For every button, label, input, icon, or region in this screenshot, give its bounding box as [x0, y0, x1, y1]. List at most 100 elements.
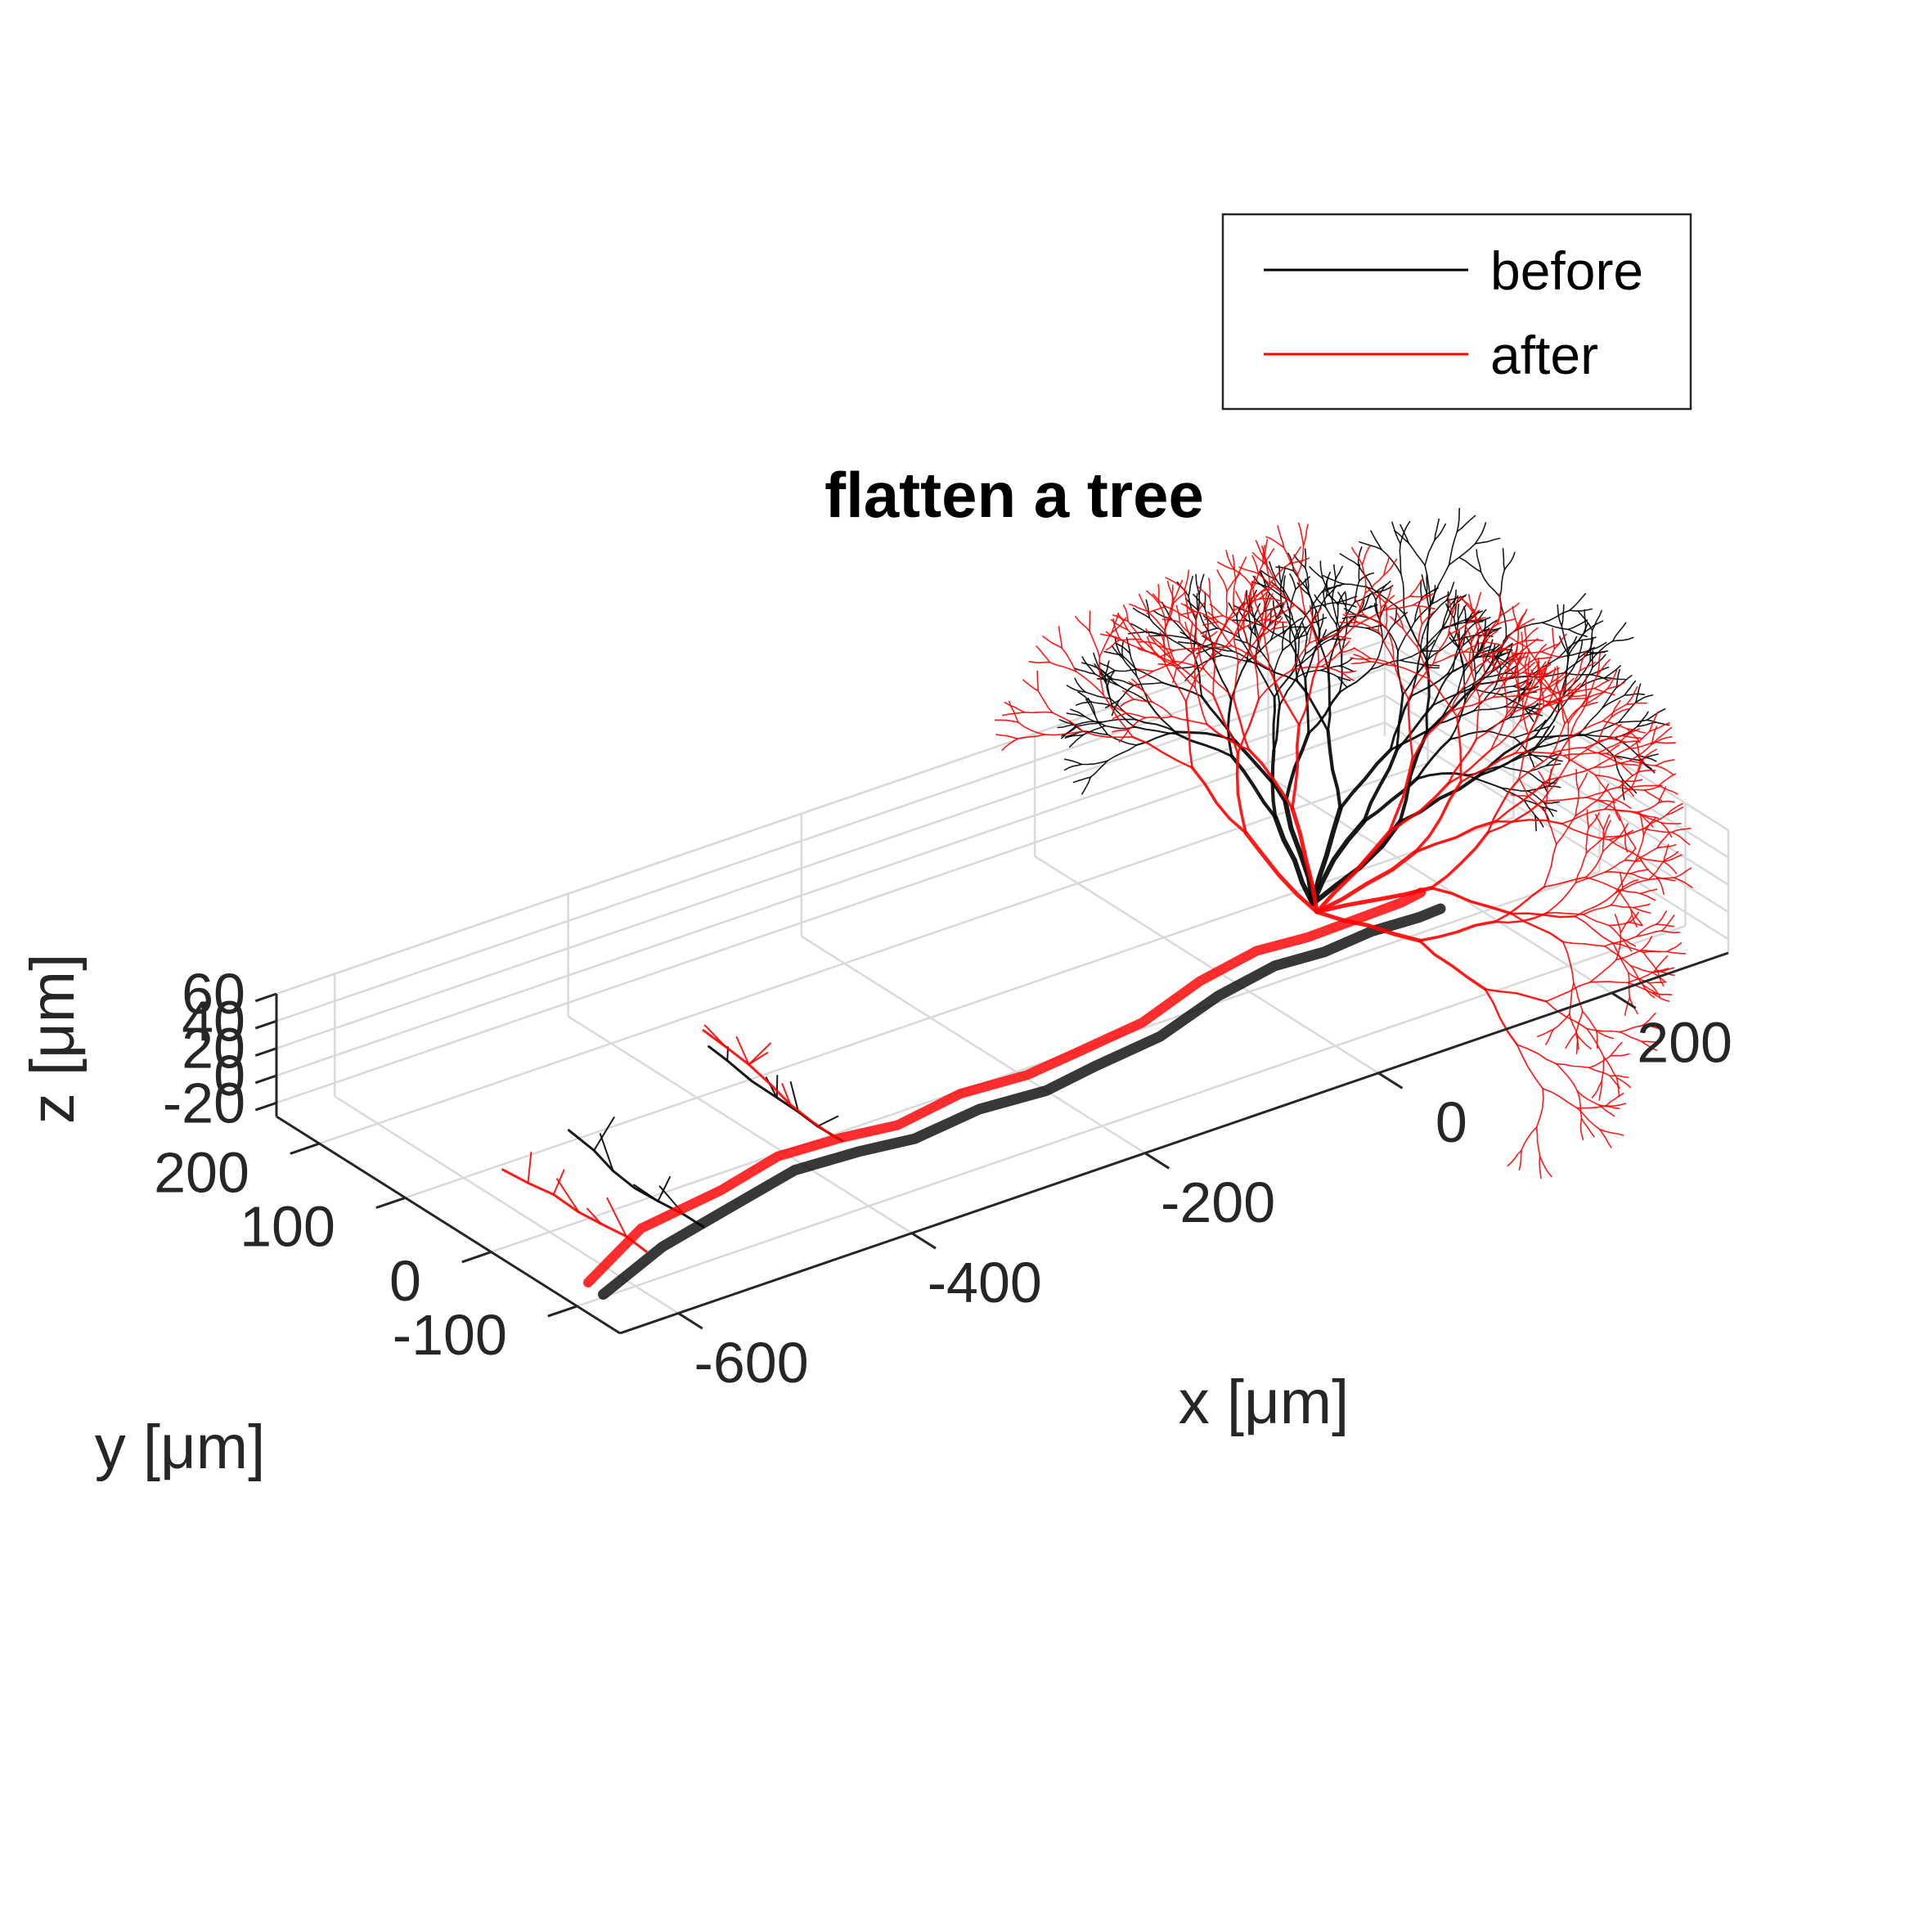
dendrite-before [1283, 800, 1315, 906]
dendrite-after [1606, 753, 1623, 760]
dendrite-after [1640, 950, 1661, 953]
z-tick-mark [254, 992, 277, 1003]
left-branch-before-twig [775, 1075, 779, 1099]
dendrite-before [1333, 564, 1337, 581]
left-branch-before-twig [816, 1115, 839, 1127]
dendrite-before [1310, 601, 1337, 610]
dendrite-after [1418, 605, 1423, 625]
dendrite-before [1485, 730, 1515, 739]
dendrite-before [1541, 609, 1570, 624]
dendrite-after [1264, 613, 1278, 623]
dendrite-after [1464, 625, 1472, 643]
x-tick-label: 0 [1436, 1090, 1467, 1154]
dendrite-before [1253, 616, 1260, 639]
dendrite-after [1654, 741, 1676, 744]
dendrite-after [1417, 646, 1430, 680]
dendrite-before [1527, 712, 1543, 717]
dendrite-before [1090, 760, 1108, 779]
dendrite-after [1490, 721, 1521, 751]
dendrite-before [1145, 599, 1150, 619]
dendrite-after [1459, 628, 1469, 646]
dendrite-before [1557, 677, 1566, 712]
dendrite-after [1656, 844, 1677, 849]
dendrite-after [1421, 610, 1436, 625]
dendrite-before [1493, 685, 1515, 691]
dendrite-before [1066, 712, 1085, 717]
dendrite-before [1415, 771, 1469, 780]
z-tick-mark [254, 1019, 277, 1030]
dendrite-before [1375, 580, 1391, 593]
y-axis-label: y [μm] [95, 1413, 265, 1482]
dendrite-after [1184, 589, 1190, 620]
dendrite-before [1449, 631, 1460, 649]
dendrite-before [1413, 603, 1433, 623]
dendrite-after [1447, 738, 1478, 785]
dendrite-after [1001, 738, 1018, 752]
dendrite-after [1113, 705, 1127, 714]
dendrite-after [1122, 690, 1134, 700]
dendrite-after [1653, 955, 1669, 973]
dendrite-after [1242, 603, 1250, 618]
grid-line-floor-x [1267, 775, 1613, 994]
axon-after [583, 887, 1427, 1287]
dendrite-after [1512, 655, 1529, 663]
dendrite-after [1619, 1025, 1643, 1033]
x-axis-label: x [μm] [1179, 1368, 1349, 1437]
dendrite-after [1626, 702, 1647, 705]
dendrite-after [1610, 886, 1624, 906]
dendrite-after [1238, 603, 1252, 631]
dendrite-after [1472, 612, 1486, 639]
dendrite-after [1296, 573, 1306, 614]
dendrite-after [1567, 670, 1581, 695]
y-tick-label: -100 [393, 1303, 507, 1367]
dendrite-before [1359, 541, 1382, 550]
dendrite-after [1139, 687, 1153, 703]
dendrite-before [1076, 721, 1103, 727]
dendrite-before [1427, 600, 1448, 621]
dendrite-after [1576, 1107, 1601, 1130]
y-tick-mark [547, 1305, 577, 1318]
dendrite-after [1622, 938, 1637, 947]
dendrite-after [1146, 590, 1160, 604]
dendrite-before [1293, 637, 1299, 682]
series-after-tree [501, 522, 1693, 1287]
dendrite-after [1597, 799, 1616, 803]
dendrite-after [1314, 910, 1422, 943]
dendrite-after [1639, 813, 1660, 820]
dendrite-after [1127, 717, 1146, 731]
dendrite-after [1546, 698, 1570, 707]
dendrite-before [1613, 755, 1640, 762]
dendrite-after [1630, 909, 1643, 926]
dendrite-after [1666, 941, 1683, 953]
dendrite-after [1165, 577, 1185, 591]
dendrite-after [1320, 653, 1340, 667]
dendrite-after [1630, 784, 1660, 789]
y-tick-mark [461, 1251, 492, 1264]
dendrite-after [1560, 677, 1575, 692]
dendrite-after [1385, 627, 1395, 661]
dendrite-before [1255, 663, 1276, 699]
dendrite-before [1273, 649, 1283, 673]
dendrite-after [1593, 678, 1612, 690]
dendrite-after [1618, 786, 1646, 791]
dendrite-after [1545, 911, 1584, 915]
dendrite-after [1584, 747, 1607, 755]
dendrite-before [1399, 542, 1402, 575]
dendrite-after [1230, 645, 1270, 671]
dendrite-after [1471, 626, 1481, 643]
dendrite-after [1308, 620, 1314, 645]
dendrite-after [1396, 612, 1404, 630]
dendrite-before [1474, 537, 1501, 545]
dendrite-before [1441, 607, 1449, 631]
dendrite-after [1237, 698, 1260, 755]
dendrite-before [1317, 613, 1320, 643]
grid-line-back-z [276, 694, 1386, 1077]
dendrite-before [1635, 683, 1642, 703]
dendrite-before [1366, 624, 1383, 629]
dendrite-after [1640, 936, 1653, 951]
x-tick-label: 200 [1637, 1010, 1732, 1074]
dendrite-before [1501, 766, 1529, 773]
dendrite-after [1647, 860, 1665, 881]
dendrite-after [1471, 637, 1480, 672]
dendrite-after [1194, 610, 1215, 622]
